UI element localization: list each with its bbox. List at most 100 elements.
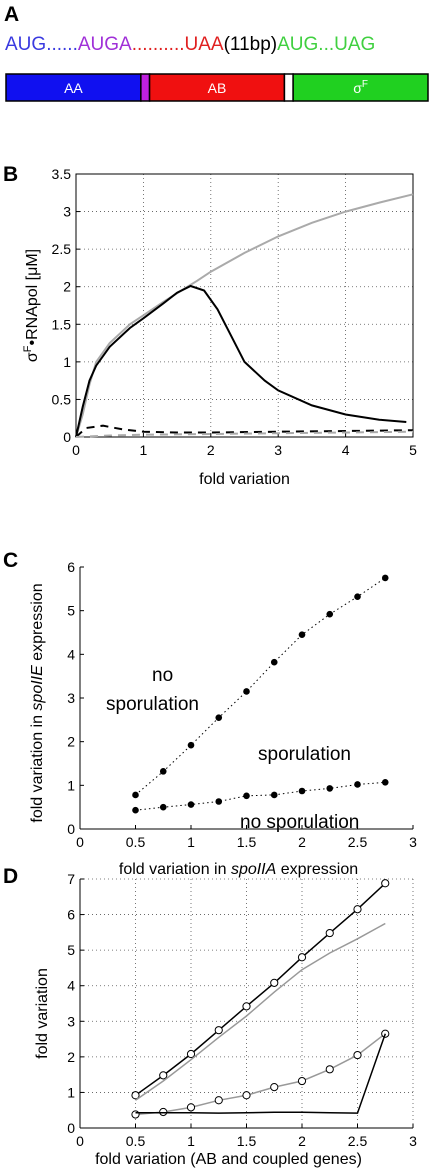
- data-point: [186, 1103, 196, 1112]
- seq-dots-2: ..........: [132, 34, 185, 55]
- y-tick-label: 1: [67, 1084, 75, 1100]
- data-point: [297, 1076, 307, 1086]
- data-point: [353, 1050, 362, 1060]
- x-tick-label: 1: [187, 834, 195, 850]
- y-tick-label: 0: [63, 429, 71, 445]
- panel-c: C 0 0.5 1 1.5 2 2.5 3 0 1 2 3 4 5 6 no sporulation sporu…: [3, 549, 417, 878]
- y-tick-label: 5: [67, 942, 75, 958]
- data-point: [297, 953, 307, 962]
- series-line-upper: [135, 577, 386, 796]
- data-point: [242, 1091, 251, 1100]
- y-tick-label: 0: [67, 821, 75, 837]
- seq-gap: (11bp): [224, 34, 278, 55]
- series-line-gray-solid: [75, 193, 414, 438]
- data-point: [159, 1071, 168, 1080]
- data-point: [215, 714, 223, 721]
- gene-segment: [148, 73, 286, 102]
- series-line-gray-dashed: [75, 430, 414, 438]
- data-point: [215, 798, 223, 805]
- y-tick-label: 2.5: [52, 241, 72, 257]
- y-axis-label: fold variation in spoIIE expression: [29, 583, 46, 822]
- y-tick-label: 3: [63, 204, 71, 220]
- data-point: [159, 803, 167, 811]
- gene-segment-label: AA: [64, 80, 83, 96]
- data-point: [187, 741, 195, 749]
- data-point: [214, 1026, 223, 1035]
- data-point: [326, 785, 334, 792]
- seq-ab-stop: UAA: [185, 34, 224, 55]
- panel-c-letter: C: [3, 549, 18, 572]
- x-tick-label: 3: [409, 1133, 417, 1149]
- data-point: [270, 1082, 279, 1092]
- x-axis-label: fold variation in spoIIA expression: [119, 861, 358, 878]
- y-tick-label: 4: [67, 978, 75, 994]
- y-tick-label: 3: [67, 1013, 75, 1029]
- axes-box: [75, 173, 414, 438]
- series-line-black-solid: [75, 284, 407, 438]
- series-line-black-solid: [135, 1033, 387, 1114]
- series-line-gray-solid: [135, 922, 386, 1101]
- panel-d: D 0 0.5 1 1.5 2 2.5 3 0 1 2 3 4 5 6 7 fold variation (A…: [3, 865, 417, 1168]
- annotation-no-sporulation-upper: no: [152, 665, 173, 686]
- x-tick-label: 2: [298, 1133, 306, 1149]
- series-line-gray-circles: [135, 1033, 386, 1116]
- panel-a-letter: A: [4, 3, 19, 26]
- x-tick-label: 0.5: [126, 1133, 146, 1149]
- x-tick-label: 2: [207, 442, 215, 458]
- x-tick-label: 2.5: [348, 1133, 368, 1149]
- x-tick-label: 1.5: [237, 834, 257, 850]
- data-point: [381, 778, 389, 786]
- data-point: [132, 806, 139, 814]
- data-point: [243, 792, 250, 800]
- y-tick-label: 0.5: [52, 391, 72, 407]
- x-tick-label: 2.5: [348, 834, 368, 850]
- data-point: [381, 879, 390, 888]
- gene-segment: [292, 73, 429, 102]
- seq-aa-start: AUG: [5, 34, 46, 55]
- y-tick-label: 6: [67, 907, 75, 923]
- y-tick-label: 1: [63, 354, 71, 370]
- x-axis-label: fold variation (AB and coupled genes): [95, 1151, 362, 1168]
- y-tick-label: 2: [67, 1049, 75, 1065]
- annotation-sporulation: sporulation: [258, 744, 351, 765]
- data-point: [298, 631, 306, 638]
- y-tick-label: 4: [67, 646, 75, 662]
- data-point: [353, 905, 362, 914]
- x-tick-label: 5: [409, 442, 417, 458]
- x-axis-label: fold variation: [199, 471, 290, 488]
- annotation-no-sporulation-lower: no sporulation: [240, 812, 359, 833]
- data-point: [381, 574, 389, 582]
- x-tick-label: 1.5: [237, 1133, 257, 1149]
- data-point: [159, 768, 167, 775]
- data-point: [243, 688, 250, 695]
- data-point: [354, 593, 361, 600]
- data-point: [214, 1096, 223, 1105]
- chart-c: 0 0.5 1 1.5 2 2.5 3 0 1 2 3 4 5 6 no sporulation sporula…: [29, 559, 417, 878]
- x-tick-label: 4: [342, 442, 350, 458]
- y-tick-label: 6: [67, 559, 75, 575]
- gene-segment: [283, 73, 294, 102]
- x-tick-label: 3: [409, 834, 417, 850]
- x-tick-label: 0: [76, 834, 84, 850]
- gene-segment: [5, 73, 142, 102]
- panel-a: A AUG......AUGA..........UAA(11bp)AUG...…: [4, 3, 429, 102]
- x-tick-label: 0: [76, 1133, 84, 1149]
- panel-b-letter: B: [3, 163, 18, 186]
- data-point: [354, 781, 361, 788]
- y-tick-label: 3: [67, 690, 75, 706]
- y-tick-label: 5: [67, 603, 75, 619]
- data-point: [242, 1002, 251, 1011]
- series-line-black-circles: [135, 882, 386, 1096]
- seq-sigf-gene: AUG...UAG: [277, 34, 375, 55]
- data-point: [325, 1065, 334, 1074]
- gene-segment: [140, 73, 151, 102]
- seq-ab-start: AUGA: [78, 34, 132, 55]
- data-point: [270, 658, 278, 666]
- x-tick-label: 3: [274, 442, 282, 458]
- data-point: [270, 978, 279, 987]
- data-point: [270, 791, 278, 799]
- series-line-lower: [135, 781, 386, 811]
- x-tick-label: 1: [187, 1133, 195, 1149]
- seq-dots-1: ......: [46, 34, 78, 55]
